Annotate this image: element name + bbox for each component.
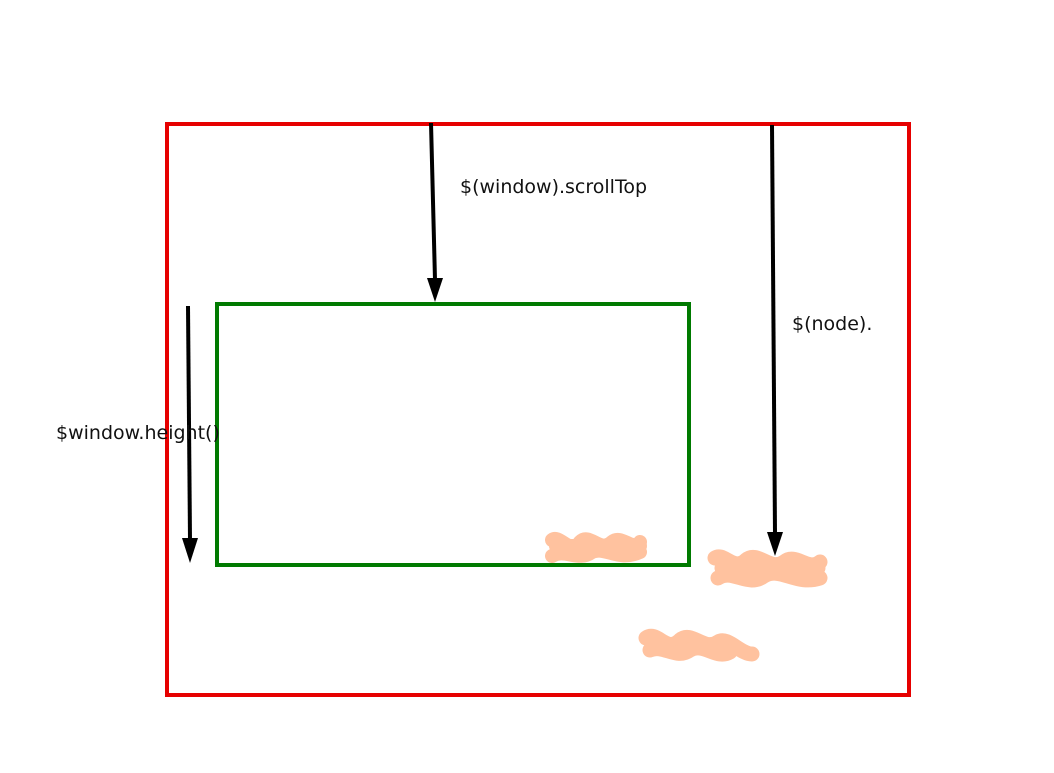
scrolltop-arrow (427, 122, 443, 302)
scribble-1 (545, 532, 647, 563)
node-offset-arrow (767, 124, 783, 556)
window-height-label: $window.height() (56, 422, 220, 444)
window-height-arrow (182, 305, 198, 563)
scribble-2 (707, 549, 828, 588)
node-label: $(node). (792, 313, 873, 335)
viewport-outline (215, 302, 691, 567)
scrolltop-label: $(window).scrollTop (460, 176, 648, 198)
scribble-3 (638, 628, 760, 662)
document-outline (165, 122, 911, 697)
